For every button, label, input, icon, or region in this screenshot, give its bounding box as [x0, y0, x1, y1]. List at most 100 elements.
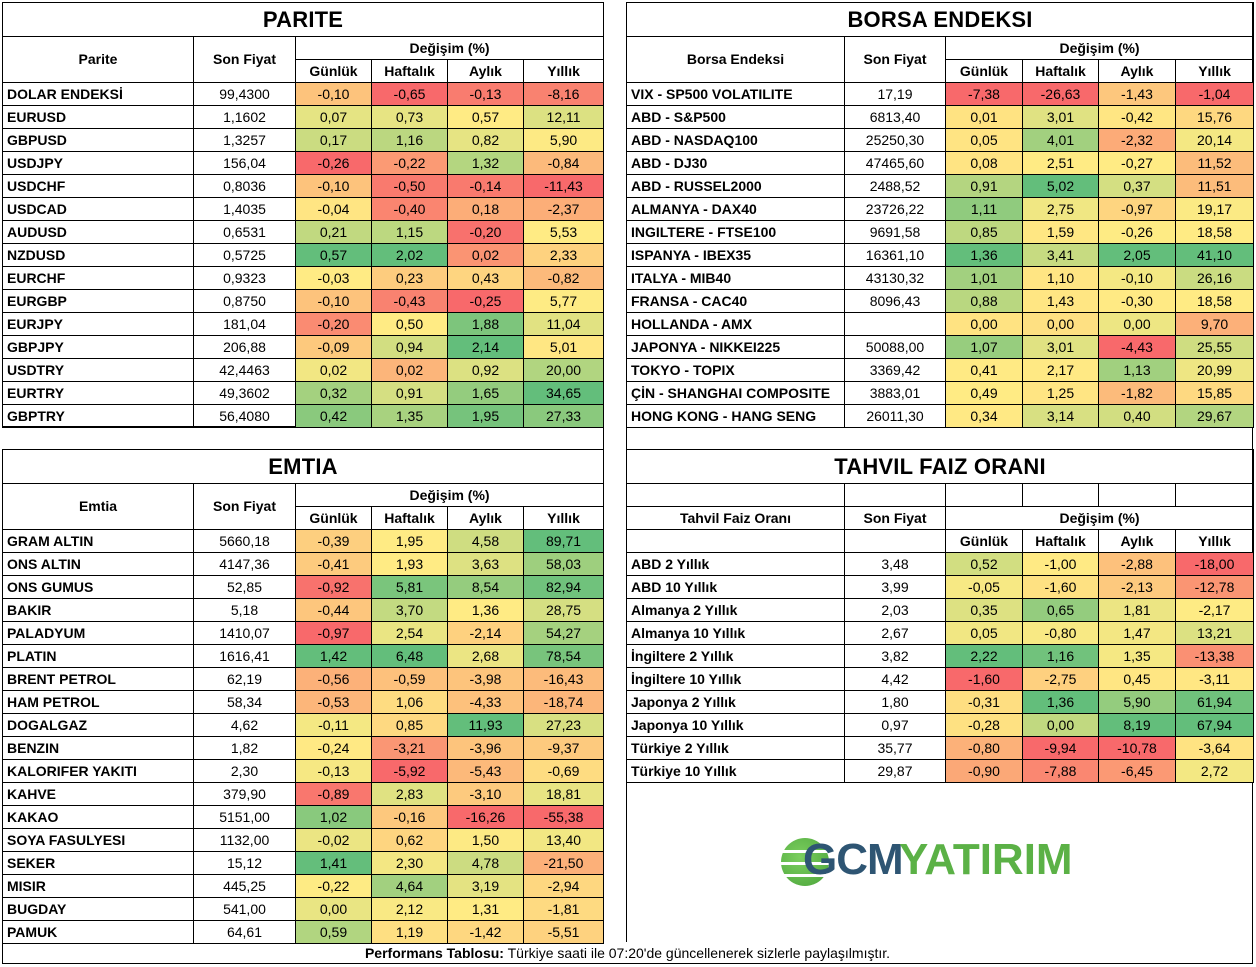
monthly-change: 1,50: [447, 828, 524, 852]
instrument-name: GBPUSD: [2, 128, 194, 152]
yearly-change: 18,58: [1174, 220, 1255, 244]
last-price: 379,90: [193, 782, 296, 806]
weekly-change: 1,10: [1022, 266, 1099, 290]
monthly-change: -6,45: [1098, 759, 1176, 783]
monthly-change: 0,92: [447, 358, 524, 382]
column-header-yillik: Yıllık: [1174, 529, 1255, 553]
monthly-change: -0,25: [447, 289, 524, 313]
daily-change: -0,10: [295, 82, 372, 106]
yearly-change: 18,58: [1174, 289, 1255, 313]
weekly-change: 2,12: [371, 897, 448, 921]
empty-cell: [1174, 483, 1255, 507]
table-row: Almanya 2 Yıllık 2,03 0,35 0,65 1,81 -2,17: [626, 598, 1255, 622]
yearly-change: -1,81: [522, 897, 605, 921]
table-row: EURUSD 1,1602 0,07 0,73 0,57 12,11: [2, 105, 605, 129]
yearly-change: -18,00: [1174, 552, 1255, 576]
daily-change: 0,88: [945, 289, 1023, 313]
table-row: PLATIN 1616,41 1,42 6,48 2,68 78,54: [2, 644, 605, 668]
column-separator: [603, 2, 627, 942]
weekly-change: 2,17: [1022, 358, 1099, 382]
yearly-change: 2,72: [1174, 759, 1255, 783]
daily-change: -0,89: [295, 782, 372, 806]
instrument-name: İngiltere 2 Yıllık: [626, 644, 845, 668]
daily-change: 0,57: [295, 243, 372, 267]
gcm-yatirim-logo: GCM YATIRIM: [773, 832, 1093, 888]
weekly-change: 2,51: [1022, 151, 1099, 175]
yearly-change: 15,76: [1174, 105, 1255, 129]
weekly-change: 0,94: [371, 335, 448, 359]
table-row: USDCHF 0,8036 -0,10 -0,50 -0,14 -11,43: [2, 174, 605, 198]
daily-change: -0,92: [295, 575, 372, 599]
yearly-change: -16,43: [522, 667, 605, 691]
daily-change: -0,22: [295, 874, 372, 898]
borsa-table: BORSA ENDEKSI Borsa Endeksi Son Fiyat Değiş…: [625, 2, 1255, 428]
column-header-aylik: Aylık: [1098, 59, 1176, 83]
last-price: 1,82: [193, 736, 296, 760]
yearly-change: 41,10: [1174, 243, 1255, 267]
column-header-aylik: Aylık: [447, 59, 524, 83]
logo-gcm-text: GCM: [803, 835, 904, 884]
yearly-change: 9,70: [1174, 312, 1255, 336]
monthly-change: 8,19: [1098, 713, 1176, 737]
last-price: 1616,41: [193, 644, 296, 668]
yearly-change: 5,53: [522, 220, 605, 244]
instrument-name: Almanya 2 Yıllık: [626, 598, 845, 622]
last-price: 4,62: [193, 713, 296, 737]
instrument-name: EURTRY: [2, 381, 194, 405]
table-row: KALORIFER YAKITI 2,30 -0,13 -5,92 -5,43 -0,69: [2, 759, 605, 783]
weekly-change: 0,23: [371, 266, 448, 290]
yearly-change: -2,37: [522, 197, 605, 221]
last-price: 2,30: [193, 759, 296, 783]
instrument-name: PLATIN: [2, 644, 194, 668]
table-row: AUDUSD 0,6531 0,21 1,15 -0,20 5,53: [2, 220, 605, 244]
daily-change: 0,42: [295, 404, 372, 428]
monthly-change: 1,81: [1098, 598, 1176, 622]
yearly-change: 20,00: [522, 358, 605, 382]
weekly-change: 0,00: [1022, 713, 1099, 737]
emtia-title: EMTIA: [1, 449, 605, 484]
empty-cell: [945, 483, 1023, 507]
yearly-change: -2,94: [522, 874, 605, 898]
instrument-name: ABD - NASDAQ100: [626, 128, 845, 152]
daily-change: -1,60: [945, 667, 1023, 691]
last-price: 23726,22: [844, 197, 946, 221]
monthly-change: 1,13: [1098, 358, 1176, 382]
monthly-change: 3,63: [447, 552, 524, 576]
weekly-change: -1,60: [1022, 575, 1099, 599]
weekly-change: 3,14: [1022, 404, 1099, 428]
last-price: 25250,30: [844, 128, 946, 152]
yearly-change: 2,33: [522, 243, 605, 267]
daily-change: -0,31: [945, 690, 1023, 714]
monthly-change: 2,68: [447, 644, 524, 668]
last-price: 2,67: [844, 621, 946, 645]
weekly-change: 0,73: [371, 105, 448, 129]
column-header-change: Değişim (%): [944, 36, 1255, 60]
monthly-change: -16,26: [447, 805, 524, 829]
table-row: ONS ALTIN 4147,36 -0,41 1,93 3,63 58,03: [2, 552, 605, 576]
monthly-change: -0,27: [1098, 151, 1176, 175]
yearly-change: 20,14: [1174, 128, 1255, 152]
yearly-change: 58,03: [522, 552, 605, 576]
yearly-change: 13,21: [1174, 621, 1255, 645]
instrument-name: EURJPY: [2, 312, 194, 336]
daily-change: 0,05: [945, 128, 1023, 152]
instrument-name: HAM PETROL: [2, 690, 194, 714]
instrument-name: MISIR: [2, 874, 194, 898]
weekly-change: 0,91: [371, 381, 448, 405]
weekly-change: 3,01: [1022, 105, 1099, 129]
emtia-table: EMTIA Emtia Son Fiyat Değişim (%) Günlük Haft…: [1, 449, 605, 944]
monthly-change: -5,43: [447, 759, 524, 783]
last-price: 26011,30: [844, 404, 946, 428]
yearly-change: 11,04: [522, 312, 605, 336]
last-price: 206,88: [193, 335, 296, 359]
yearly-change: -18,74: [522, 690, 605, 714]
table-row: İngiltere 2 Yıllık 3,82 2,22 1,16 1,35 -13,38: [626, 644, 1255, 668]
column-header-gunluk: Günlük: [945, 529, 1023, 553]
yearly-change: -8,16: [522, 82, 605, 106]
table-row: Japonya 2 Yıllık 1,80 -0,31 1,36 5,90 61,94: [626, 690, 1255, 714]
instrument-name: ABD - S&P500: [626, 105, 845, 129]
monthly-change: 0,02: [447, 243, 524, 267]
table-row: ISPANYA - IBEX35 16361,10 1,36 3,41 2,05 41,1…: [626, 243, 1255, 267]
tahvil-title: TAHVIL FAIZ ORANI: [625, 449, 1255, 484]
weekly-change: -1,00: [1022, 552, 1099, 576]
